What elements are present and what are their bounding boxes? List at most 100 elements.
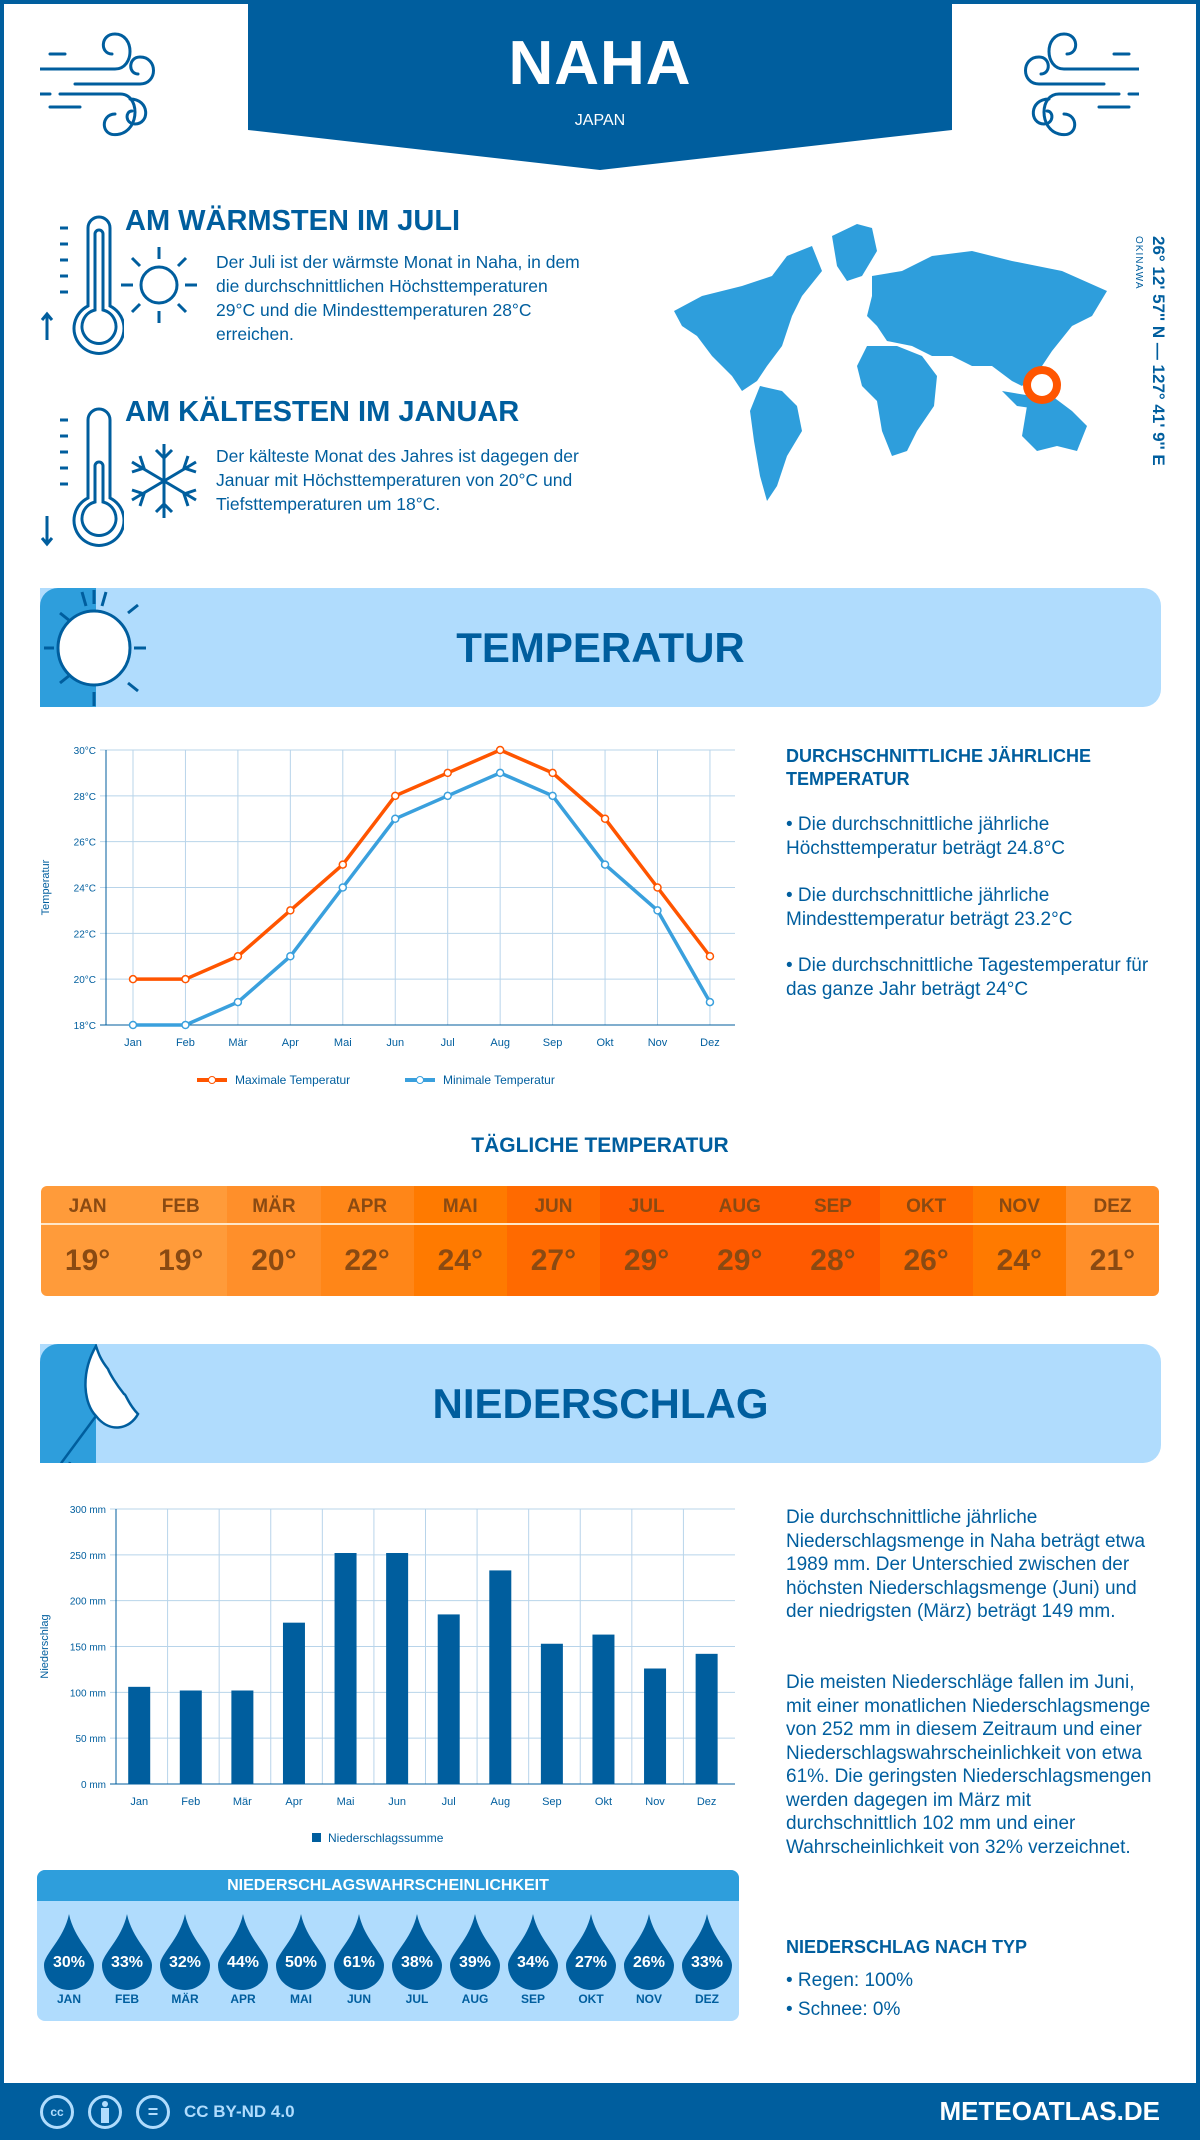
precipitation-probability-panel: NIEDERSCHLAGSWAHRSCHEINLICHKEIT 30% JAN 33… [37, 1870, 739, 2021]
warmest-title: AM WÄRMSTEN IM JULI [125, 205, 461, 237]
legend-marker [208, 1076, 216, 1084]
daily-month: SEP [786, 1186, 880, 1225]
data-point [391, 791, 400, 801]
x-tick-label: Jul [442, 1796, 456, 1808]
data-point [548, 768, 557, 778]
thermometer-cold-icon [40, 407, 124, 547]
x-tick-label: Aug [491, 1796, 511, 1808]
daily-value: 29° [623, 1243, 670, 1277]
probability-drop: 30% JAN [40, 1901, 98, 2006]
bar [179, 1690, 202, 1784]
x-tick-label: Apr [282, 1037, 299, 1049]
coldest-text: Der kälteste Monat des Jahres ist dagege… [216, 446, 579, 514]
legend-swatch [312, 1833, 321, 1842]
daily-month: JUN [506, 1186, 601, 1225]
legend-marker [416, 1076, 424, 1084]
x-tick-label: Sep [543, 1037, 563, 1049]
y-tick-label: 200 mm [70, 1597, 106, 1608]
thermometer-hot-icon [40, 215, 124, 355]
y-tick-label: 300 mm [70, 1505, 106, 1516]
y-tick-label: 22°C [74, 929, 96, 940]
daily-temp-cell: JAN 19° [41, 1186, 135, 1296]
warmest-text: Der Juli ist der wärmste Monat in Naha, … [216, 252, 580, 344]
x-tick-label: Mär [228, 1037, 247, 1049]
location-marker [1023, 366, 1061, 404]
y-tick-label: 28°C [74, 792, 96, 803]
daily-month: MÄR [227, 1186, 321, 1225]
bar [231, 1690, 254, 1784]
site-link[interactable]: METEOATLAS.DE [939, 2096, 1160, 2126]
data-point [705, 952, 715, 961]
probability-value: 38% [401, 1954, 433, 1971]
daily-temp-cell: JUN 27° [506, 1186, 601, 1296]
data-point [286, 952, 295, 961]
raindrop-icon: 44% [218, 1914, 268, 1990]
x-tick-label: Jun [388, 1796, 406, 1808]
temp-bullet: • Die durchschnittliche Tagestemperatur … [786, 955, 1149, 1000]
x-tick-label: Jul [441, 1037, 455, 1049]
probability-month: JAN [56, 1992, 81, 2006]
sun-icon [44, 590, 146, 706]
probability-drop: 44% APR [214, 1901, 272, 2006]
probability-value: 61% [343, 1954, 375, 1971]
data-point [391, 814, 400, 823]
bar [644, 1668, 667, 1784]
raindrop-icon: 27% [566, 1914, 616, 1990]
daily-month: OKT [879, 1186, 973, 1225]
legend-label: Niederschlagssumme [328, 1831, 444, 1845]
data-point [128, 974, 138, 984]
probability-month: JUN [346, 1992, 371, 2006]
daily-temp-cell: JUL 29° [600, 1186, 694, 1296]
probability-value: 30% [53, 1954, 85, 1971]
no-derivatives-icon: = [136, 2095, 170, 2129]
x-tick-label: Mai [334, 1037, 352, 1049]
probability-drop: 33% DEZ [678, 1901, 736, 2006]
probability-value: 33% [691, 1954, 723, 1971]
world-map [674, 224, 1107, 501]
bar [282, 1622, 305, 1784]
data-point [128, 1020, 138, 1030]
data-point [338, 883, 348, 892]
daily-month: JAN [41, 1186, 135, 1225]
daily-month: JUL [600, 1186, 694, 1225]
precipitation-text-2: Die meisten Niederschläge fallen im Juni… [786, 1672, 1152, 1858]
x-tick-label: Dez [700, 1037, 720, 1049]
daily-month: DEZ [1065, 1186, 1159, 1225]
x-tick-label: Jan [130, 1796, 148, 1808]
legend-label: Maximale Temperatur [235, 1073, 350, 1087]
country-label: JAPAN [574, 112, 626, 129]
daily-value: 27° [530, 1243, 577, 1277]
daily-value: 24° [996, 1243, 1042, 1277]
bar [540, 1643, 563, 1784]
precipitation-section-header: NIEDERSCHLAG [40, 1344, 1161, 1463]
data-point [286, 906, 295, 915]
daily-temperature-title: TÄGLICHE TEMPERATUR [471, 1134, 729, 1157]
x-tick-label: Nov [648, 1037, 668, 1049]
probability-value: 33% [111, 1954, 143, 1971]
probability-value: 44% [227, 1954, 259, 1971]
cc-icon: cc [40, 2095, 74, 2129]
city-title: NAHA [508, 29, 692, 98]
daily-temp-cell: SEP 28° [786, 1186, 880, 1296]
probability-month: MÄR [171, 1992, 199, 2006]
bar [695, 1653, 718, 1784]
probability-value: 50% [285, 1954, 317, 1971]
x-tick-label: Feb [176, 1037, 195, 1049]
daily-temp-cell: MÄR 20° [227, 1186, 321, 1296]
x-tick-label: Okt [596, 1037, 613, 1049]
y-tick-label: 30°C [74, 746, 96, 757]
daily-value: 26° [903, 1243, 949, 1277]
daily-temperature-strip: JAN 19° FEB 19° MÄR 20° APR 22° MAI 24° JUN 27° JUL 2… [41, 1186, 1159, 1296]
daily-value: 19° [64, 1243, 111, 1277]
legend-label: Minimale Temperatur [443, 1073, 555, 1087]
bar [437, 1614, 460, 1784]
y-axis-label: Temperatur [40, 859, 52, 915]
x-tick-label: Jun [386, 1037, 404, 1049]
probability-drop: 34% SEP [504, 1901, 562, 2006]
precipitation-title: NIEDERSCHLAG [432, 1379, 769, 1427]
daily-month: AUG [693, 1186, 787, 1225]
daily-temp-cell: NOV 24° [972, 1186, 1066, 1296]
probability-month: FEB [115, 1992, 139, 2006]
temp-bullet: • Die durchschnittliche jährliche Mindes… [786, 885, 1073, 930]
bar [489, 1570, 512, 1784]
